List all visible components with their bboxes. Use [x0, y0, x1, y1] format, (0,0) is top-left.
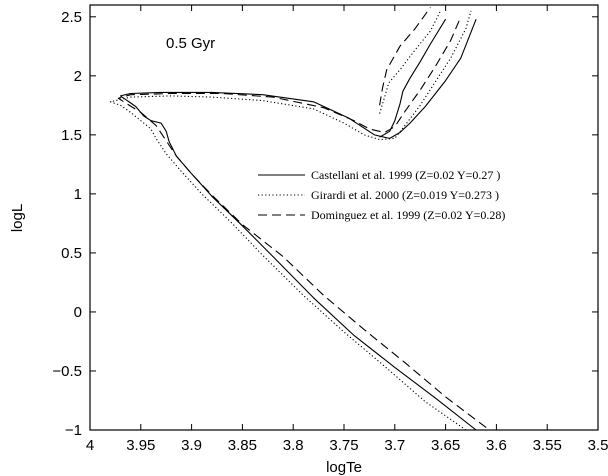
series-line-2 [109, 10, 472, 430]
y-tick-label: 2 [74, 68, 82, 85]
legend: Castellani et al. 1999 (Z=0.02 Y=0.27 ) G… [258, 168, 505, 222]
series-line-1 [379, 18, 447, 138]
y-tick-label: −1 [65, 422, 82, 439]
x-tick-label: 3.9 [181, 437, 202, 454]
series-line-3 [117, 16, 487, 429]
x-axis: 4 3.95 3.9 3.85 3.8 3.75 3.7 3.65 3.6 3.55 3.5 [86, 5, 608, 454]
age-annotation: 0.5 Gyr [166, 35, 215, 52]
y-tick-label: 1 [74, 186, 82, 203]
x-tick-label: 3.55 [533, 437, 562, 454]
legend-label-2: Girardi et al. 2000 (Z=0.019 Y=0.273 ) [311, 188, 499, 202]
y-tick-label: 0.5 [61, 245, 82, 262]
y-tick-label: −0.5 [52, 363, 82, 380]
x-tick-label: 4 [86, 437, 94, 454]
x-tick-label: 3.7 [384, 437, 405, 454]
y-tick-label: 2.5 [61, 9, 82, 26]
x-tick-label: 3.65 [431, 437, 460, 454]
x-tick-label: 3.95 [126, 437, 155, 454]
legend-label-1: Castellani et al. 1999 (Z=0.02 Y=0.27 ) [311, 168, 500, 182]
x-tick-label: 3.85 [228, 437, 257, 454]
x-tick-label: 3.6 [486, 437, 507, 454]
y-axis: −1 −0.5 0 0.5 1 1.5 2 2.5 [52, 9, 598, 439]
x-tick-label: 3.75 [329, 437, 358, 454]
x-tick-label: 3.8 [283, 437, 304, 454]
series-line-1 [119, 18, 477, 430]
y-tick-label: 1.5 [61, 127, 82, 144]
y-tick-label: 0 [74, 304, 82, 321]
series-line-3 [379, 7, 431, 106]
legend-label-3: Dominguez et al. 1999 (Z=0.02 Y=0.28) [311, 208, 505, 222]
series-layer [109, 7, 487, 430]
x-axis-title: logTe [326, 459, 362, 476]
y-axis-title: logL [9, 204, 26, 232]
x-tick-label: 3.5 [588, 437, 608, 454]
